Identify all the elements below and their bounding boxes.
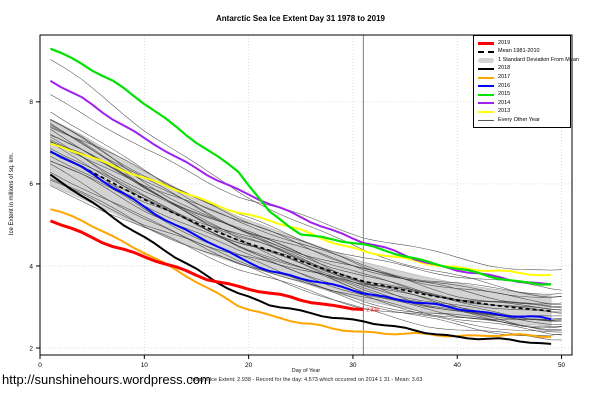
legend-label: Every Other Year xyxy=(498,116,540,123)
legend-label: 2016 xyxy=(498,82,511,89)
series-line-2014 xyxy=(49,80,552,286)
legend-swatch xyxy=(478,93,494,96)
other-year-line xyxy=(50,59,562,298)
legend-entry-2016: 2016 xyxy=(478,82,570,91)
y-tick-label: 6 xyxy=(29,181,33,188)
other-year-line xyxy=(50,134,562,295)
legend-swatch xyxy=(478,120,494,122)
other-year-line xyxy=(50,185,562,333)
legend-entry-2015: 2015 xyxy=(478,91,570,100)
legend-entry-1-standard-deviation-from-mean: 1 Standard Deviation From Mean xyxy=(478,56,579,65)
legend-entry-mean-1981-2010: Mean 1981-2010 xyxy=(478,48,570,57)
plot-border xyxy=(39,34,573,356)
series-line-2017 xyxy=(50,208,552,338)
y-tick-label: 8 xyxy=(29,99,33,106)
legend-swatch xyxy=(478,68,494,71)
other-year-line xyxy=(50,161,562,321)
legend-label: 2014 xyxy=(498,99,511,106)
series-line-2015 xyxy=(49,47,552,286)
series-line-2018 xyxy=(49,173,552,345)
other-year-line xyxy=(50,94,562,271)
legend-label: 2017 xyxy=(498,73,511,80)
legend-entry-every-other-year: Every Other Year xyxy=(478,116,570,125)
legend-label: 2015 xyxy=(498,91,511,98)
x-tick-label: 0 xyxy=(38,362,42,369)
series-line-2019 xyxy=(49,219,364,311)
y-tick-label: 4 xyxy=(29,263,33,270)
other-year-line xyxy=(50,171,562,323)
chart-title: Antarctic Sea Ice Extent Day 31 1978 to … xyxy=(216,14,385,23)
other-year-line xyxy=(50,148,562,308)
other-year-line xyxy=(50,155,562,311)
x-axis-label: Day of Year xyxy=(291,368,321,374)
other-year-line xyxy=(50,123,562,313)
legend-swatch xyxy=(478,111,494,114)
other-year-line xyxy=(50,163,562,336)
other-year-line xyxy=(50,141,562,305)
legend-label: 2019 xyxy=(498,39,511,46)
x-tick-label: 30 xyxy=(349,362,357,369)
y-axis-label: Ice Extent in millions of sq. km. xyxy=(9,152,15,236)
legend-swatch xyxy=(478,76,494,79)
legend-entry-2013: 2013 xyxy=(478,108,570,117)
legend-swatch xyxy=(478,102,494,105)
y-tick-label: 2 xyxy=(29,345,33,352)
legend-label: 2013 xyxy=(498,108,511,115)
legend-label: 2018 xyxy=(498,65,511,72)
x-tick-label: 10 xyxy=(141,362,149,369)
legend-swatch xyxy=(478,57,494,63)
footer-stats: Today's Ice Extent: 2.938 - Record for t… xyxy=(189,377,423,383)
legend-entry-2014: 2014 xyxy=(478,99,570,108)
other-year-line xyxy=(50,180,562,328)
x-tick-label: 20 xyxy=(245,362,253,369)
legend-entry-2017: 2017 xyxy=(478,73,570,82)
today-extent-annotation: 2.938 xyxy=(366,308,379,314)
x-tick-label: 50 xyxy=(558,362,566,369)
other-year-line xyxy=(50,111,562,308)
other-year-line xyxy=(50,127,562,291)
legend-entry-2019: 2019 xyxy=(478,39,570,48)
x-tick-label: 40 xyxy=(454,362,462,369)
series-line-mean-1981-2010 xyxy=(50,151,552,312)
series-line-2016 xyxy=(49,150,552,321)
series-line-2013 xyxy=(50,142,552,277)
other-year-line xyxy=(50,119,562,298)
site-url: http://sunshinehours.wordpress.com xyxy=(2,372,211,387)
legend-label: 1 Standard Deviation From Mean xyxy=(498,56,580,63)
legend-entry-2018: 2018 xyxy=(478,65,570,74)
legend-swatch xyxy=(478,85,494,88)
legend-swatch xyxy=(478,50,494,53)
legend-swatch xyxy=(478,41,494,45)
other-year-line xyxy=(50,136,562,321)
legend-box: 2019 Mean 1981-2010 1 Standard Deviation F… xyxy=(473,35,579,128)
legend-label: Mean 1981-2010 xyxy=(498,48,540,55)
other-year-line xyxy=(50,124,562,305)
